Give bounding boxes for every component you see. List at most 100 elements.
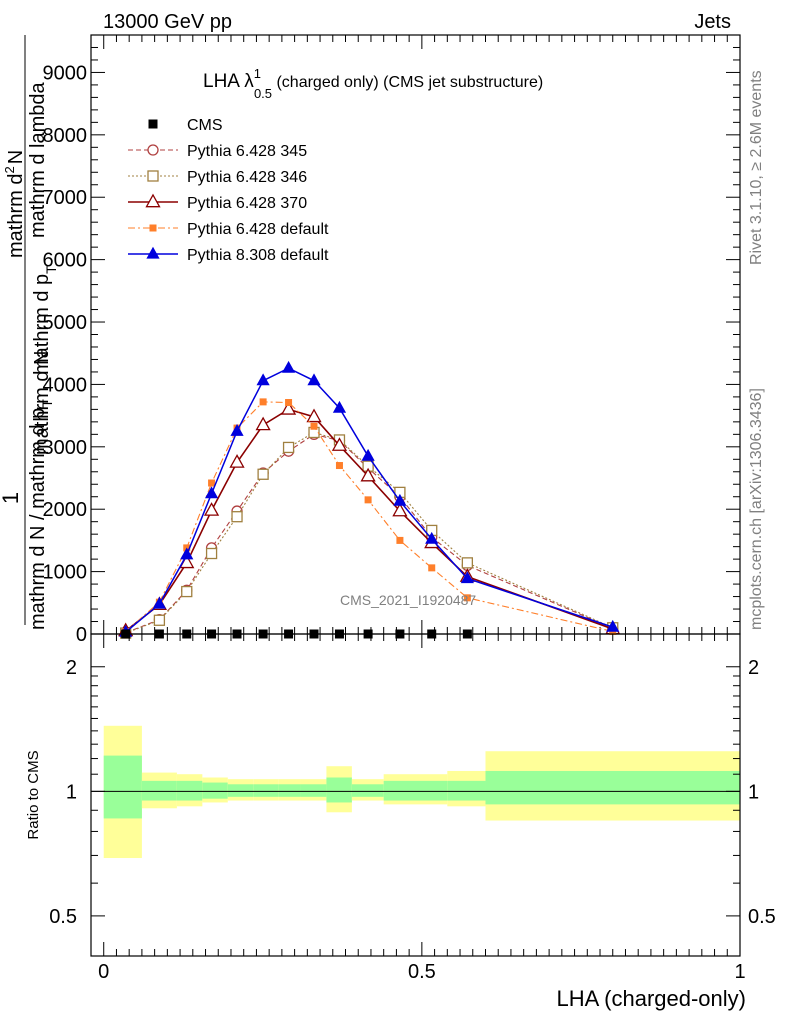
main-ytick-label: 9000 [43,62,88,84]
main-ytick-label: 4000 [43,374,88,396]
data-point [307,373,321,386]
data-point [396,536,404,544]
data-point [425,531,439,544]
mcplots-label: mcplots.cern.ch [arXiv:1306.3436] [748,388,765,630]
ratio-ytick-label-right: 1 [748,781,759,803]
legend-label: Pythia 6.428 346 [187,169,307,186]
ylabel-dn-text: mathrm d N / mathrm d p [27,408,49,630]
ratio-band-inner [383,780,416,801]
main-ytick-label: 8000 [43,125,88,147]
ratio-uncertainty-bands [103,725,740,859]
ratio-ytick-label: 1 [66,781,77,803]
rivet-label: Rivet 3.1.10, ≥ 2.6M events [748,70,765,265]
legend-marker [146,246,160,259]
ratio-y-ticks: 0.5 0.5 1 1 2 2 [49,657,776,928]
data-point [285,399,293,407]
legend-entry: Pythia 6.428 345 [128,143,307,160]
ylabel-rhs-dp-sub: T [43,265,59,274]
ratio-band-inner [415,780,448,801]
ratio-ytick-label-right: 2 [748,657,759,679]
ratio-band-inner [176,780,203,801]
main-ytick-label: 5000 [43,312,88,334]
ylabel-rhs-d: mathrm d [5,174,27,258]
data-point [392,502,408,517]
legend-marker [147,170,159,182]
header-energy: 13000 GeV pp [103,11,232,33]
data-point [306,408,322,423]
legend-label: Pythia 8.308 default [187,247,329,264]
legend-entry: Pythia 6.428 default [128,221,329,238]
ratio-band-inner [202,782,228,799]
legend-entry: Pythia 6.428 370 [128,193,307,212]
data-point [310,422,318,430]
legend-label: Pythia 6.428 370 [187,195,307,212]
main-ytick-label: 0 [76,624,87,646]
main-ytick-label: 3000 [43,437,88,459]
ratio-band-inner [141,780,177,801]
ratio-band-inner [227,784,254,797]
main-ytick-label: 2000 [43,499,88,521]
xtick-label: 0.5 [408,961,436,983]
plot-title-sup: 1 [254,66,261,81]
main-y-ticks: 0 1000 2000 3000 4000 5000 6000 7000 8000 9000 [43,34,740,646]
main-ytick-label: 7000 [43,187,88,209]
legend-label: Pythia 6.428 345 [187,143,307,160]
legend-marker [145,193,161,208]
plot-title: LHA λ1 0.5 (charged only) (CMS jet substr… [203,66,543,101]
data-point [259,398,267,406]
legend-entry: Pythia 6.428 346 [128,169,307,186]
data-point [360,467,376,482]
ratio-band-inner [447,780,486,801]
ratio-plot-frame [90,633,741,957]
legend-label: Pythia 6.428 default [187,221,329,238]
data-point [152,596,167,609]
legend-marker [149,224,157,232]
data-point [204,486,219,499]
ylabel-numerator: 1 [0,492,23,504]
ylabel-denominator-1: mathrm d N / mathrm d pT [27,399,55,630]
ratio-ytick-label-right: 0.5 [748,906,776,928]
main-ytick-label: 1000 [43,562,88,584]
ylabel-rhs-3: mathrm d lambda [27,82,49,238]
legend: CMS Pythia 6.428 345 Pythia 6.428 346 Pythi… [128,117,329,264]
ylabel-rhs-N: N [5,150,27,164]
data-point [364,496,372,504]
data-point [460,571,474,584]
ratio-band-inner [485,770,740,805]
data-point [428,564,436,572]
series-line [125,401,613,633]
main-plot-panel: 0 1000 2000 3000 4000 5000 6000 7000 8000 9000 LH… [0,34,741,646]
legend-entry: CMS [148,117,223,134]
data-point [361,448,375,461]
ylabel-rhs-2: mathrm d pT [31,265,59,375]
data-point [180,547,194,560]
ratio-ytick-label: 0.5 [49,906,77,928]
data-point [229,454,245,468]
data-point [281,360,296,373]
ratio-band-inner [326,777,352,803]
data-point [335,462,343,470]
data-point [256,373,270,386]
ratio-band-inner [278,784,301,797]
data-point [332,400,347,413]
plot-title-sub: 0.5 [254,86,272,101]
ylabel-rhs-1: mathrm d2 N [2,150,27,258]
data-point [331,437,348,451]
plot-title-rest: (charged only) (CMS jet substructure) [272,74,543,91]
data-point [208,479,216,487]
series-line [125,367,613,633]
main-ytick-label: 6000 [43,250,88,272]
legend-marker [148,119,158,129]
xtick-label: 0 [98,961,109,983]
analysis-watermark: CMS_2021_I1920487 [340,592,476,608]
data-point [230,423,244,436]
data-point [205,547,218,560]
ylabel-dn-sub: T [39,399,55,408]
ylabel-rhs-dp: mathrm d p [31,274,53,375]
data-point [203,502,220,516]
header-jets: Jets [694,11,731,33]
data-point [461,557,474,569]
plot-title-main: LHA λ [203,71,254,92]
xlabel: LHA (charged-only) [556,986,746,1011]
ratio-band-inner [300,784,327,797]
